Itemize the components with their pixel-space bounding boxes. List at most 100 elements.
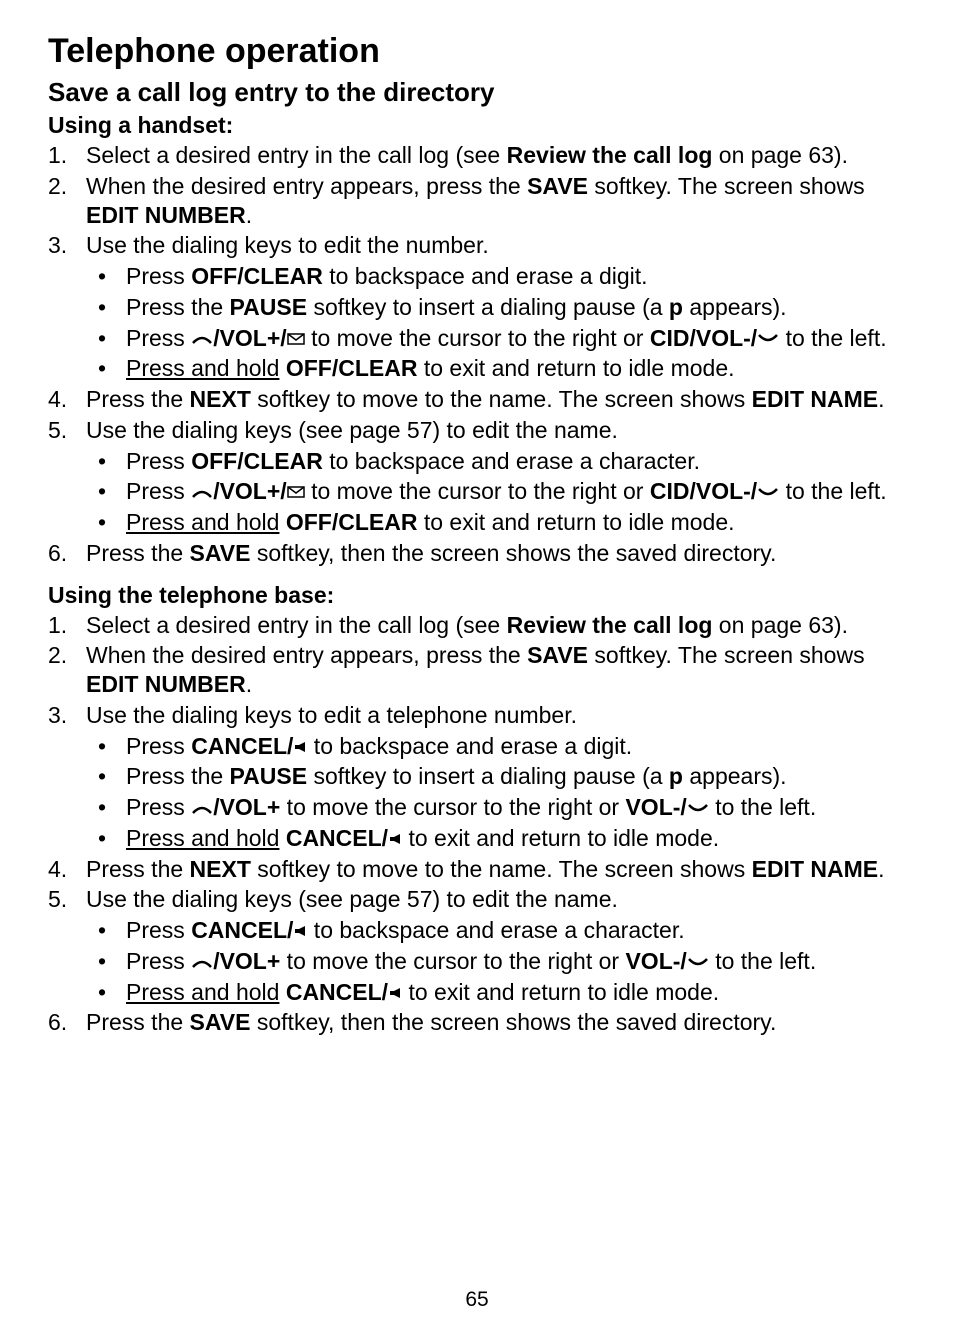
list-item: Press /VOL+/ to move the cursor to the r… <box>86 477 906 506</box>
list-item: When the desired entry appears, press th… <box>48 172 906 230</box>
base-list: Select a desired entry in the call log (… <box>48 611 906 1038</box>
text: Press <box>126 263 191 289</box>
up-arc-icon <box>191 332 213 346</box>
list-item: Use the dialing keys to edit the number.… <box>48 231 906 383</box>
list-item: Press and hold OFF/CLEAR to exit and ret… <box>86 354 906 383</box>
text: to backspace and erase a character. <box>323 448 700 474</box>
list-item: Press and hold OFF/CLEAR to exit and ret… <box>86 508 906 537</box>
list-item: When the desired entry appears, press th… <box>48 641 906 699</box>
text: to exit and return to idle mode. <box>417 509 734 535</box>
text-smallcaps: OFF <box>191 263 237 289</box>
text: When the desired entry appears, press th… <box>86 642 527 668</box>
text: Use the dialing keys (see page 57) to ed… <box>86 417 618 443</box>
text: appears). <box>683 763 787 789</box>
text: on page 63). <box>712 612 848 638</box>
text-bold: SAVE <box>190 540 251 566</box>
text: . <box>246 671 252 697</box>
list-item: Press /VOL+/ to move the cursor to the r… <box>86 324 906 353</box>
text-smallcaps: CID/VOL-/ <box>650 325 757 351</box>
text: to move the cursor to the right or <box>280 948 625 974</box>
text: Select a desired entry in the call log (… <box>86 612 507 638</box>
list-item: Press /VOL+ to move the cursor to the ri… <box>86 947 906 976</box>
text: softkey to insert a dialing pause (a <box>307 763 669 789</box>
text: to exit and return to idle mode. <box>402 979 719 1005</box>
text-bold: p <box>669 763 683 789</box>
down-arc-icon <box>687 802 709 816</box>
text-smallcaps: /VOL+ <box>213 948 280 974</box>
list-item: Press CANCEL/ to backspace and erase a c… <box>86 916 906 945</box>
text: Press the <box>86 856 190 882</box>
text-bold: SAVE <box>527 173 588 199</box>
sub-list: Press CANCEL/ to backspace and erase a c… <box>86 916 906 1006</box>
text: to the left. <box>779 478 886 504</box>
list-item: Select a desired entry in the call log (… <box>48 611 906 640</box>
list-item: Press /VOL+ to move the cursor to the ri… <box>86 793 906 822</box>
text: to exit and return to idle mode. <box>402 825 719 851</box>
text: Press the <box>86 1009 190 1035</box>
list-item: Press the SAVE softkey, then the screen … <box>48 1008 906 1037</box>
up-arc-icon <box>191 956 213 970</box>
text: . <box>878 386 884 412</box>
text: softkey, then the screen shows the saved… <box>250 540 776 566</box>
text-bold: /CLEAR <box>237 448 323 474</box>
base-heading: Using the telephone base: <box>48 582 906 609</box>
text-bold: SAVE <box>190 1009 251 1035</box>
text: Select a desired entry in the call log (… <box>86 142 507 168</box>
text-underline: Press and hold <box>126 825 279 851</box>
list-item: Press the NEXT softkey to move to the na… <box>48 855 906 884</box>
text-bold: OFF/CLEAR <box>286 509 418 535</box>
text: Press <box>126 948 191 974</box>
speaker-icon <box>293 740 307 754</box>
text: Press the <box>86 540 190 566</box>
text-bold: PAUSE <box>230 294 308 320</box>
speaker-icon <box>388 986 402 1000</box>
handset-list: Select a desired entry in the call log (… <box>48 141 906 568</box>
text: . <box>246 202 252 228</box>
text-bold: EDIT NUMBER <box>86 671 246 697</box>
mail-icon <box>287 485 305 499</box>
speaker-icon <box>388 832 402 846</box>
text-smallcaps: OFF <box>191 448 237 474</box>
list-item: Use the dialing keys (see page 57) to ed… <box>48 885 906 1006</box>
text: to backspace and erase a character. <box>307 917 684 943</box>
text: Press <box>126 733 191 759</box>
sub-list: Press OFF/CLEAR to backspace and erase a… <box>86 262 906 383</box>
text: Use the dialing keys to edit the number. <box>86 232 489 258</box>
text-bold: PAUSE <box>230 763 308 789</box>
text: to exit and return to idle mode. <box>417 355 734 381</box>
text: to move the cursor to the right or <box>305 478 650 504</box>
text: softkey to insert a dialing pause (a <box>307 294 669 320</box>
text-bold: CANCEL/ <box>286 979 388 1005</box>
text-bold: Review the call log <box>507 612 713 638</box>
text: on page 63). <box>712 142 848 168</box>
handset-heading: Using a handset: <box>48 112 906 139</box>
list-item: Press and hold CANCEL/ to exit and retur… <box>86 978 906 1007</box>
list-item: Press the PAUSE softkey to insert a dial… <box>86 762 906 791</box>
text: softkey. The screen shows <box>588 642 865 668</box>
text-underline: Press and hold <box>126 979 279 1005</box>
text: Press the <box>126 294 230 320</box>
text: softkey, then the screen shows the saved… <box>250 1009 776 1035</box>
text: . <box>878 856 884 882</box>
text-smallcaps: /VOL+/ <box>213 478 287 504</box>
text: to the left. <box>779 325 886 351</box>
text-smallcaps: /VOL+ <box>213 794 280 820</box>
down-arc-icon <box>687 956 709 970</box>
text-bold: p <box>669 294 683 320</box>
down-arc-icon <box>757 332 779 346</box>
text-bold: NEXT <box>190 856 251 882</box>
text: Press <box>126 917 191 943</box>
text: to the left. <box>709 948 816 974</box>
text-bold: CANCEL/ <box>286 825 388 851</box>
text: Press <box>126 794 191 820</box>
text-bold: /CLEAR <box>237 263 323 289</box>
page-number: 65 <box>0 1288 954 1312</box>
text-bold: Review the call log <box>507 142 713 168</box>
text: Use the dialing keys (see page 57) to ed… <box>86 886 618 912</box>
text: softkey to move to the name. The screen … <box>251 386 752 412</box>
down-arc-icon <box>757 486 779 500</box>
text: Press the <box>86 386 190 412</box>
text-smallcaps: VOL-/ <box>625 948 686 974</box>
text: Press <box>126 325 191 351</box>
section-subtitle: Save a call log entry to the directory <box>48 77 906 108</box>
